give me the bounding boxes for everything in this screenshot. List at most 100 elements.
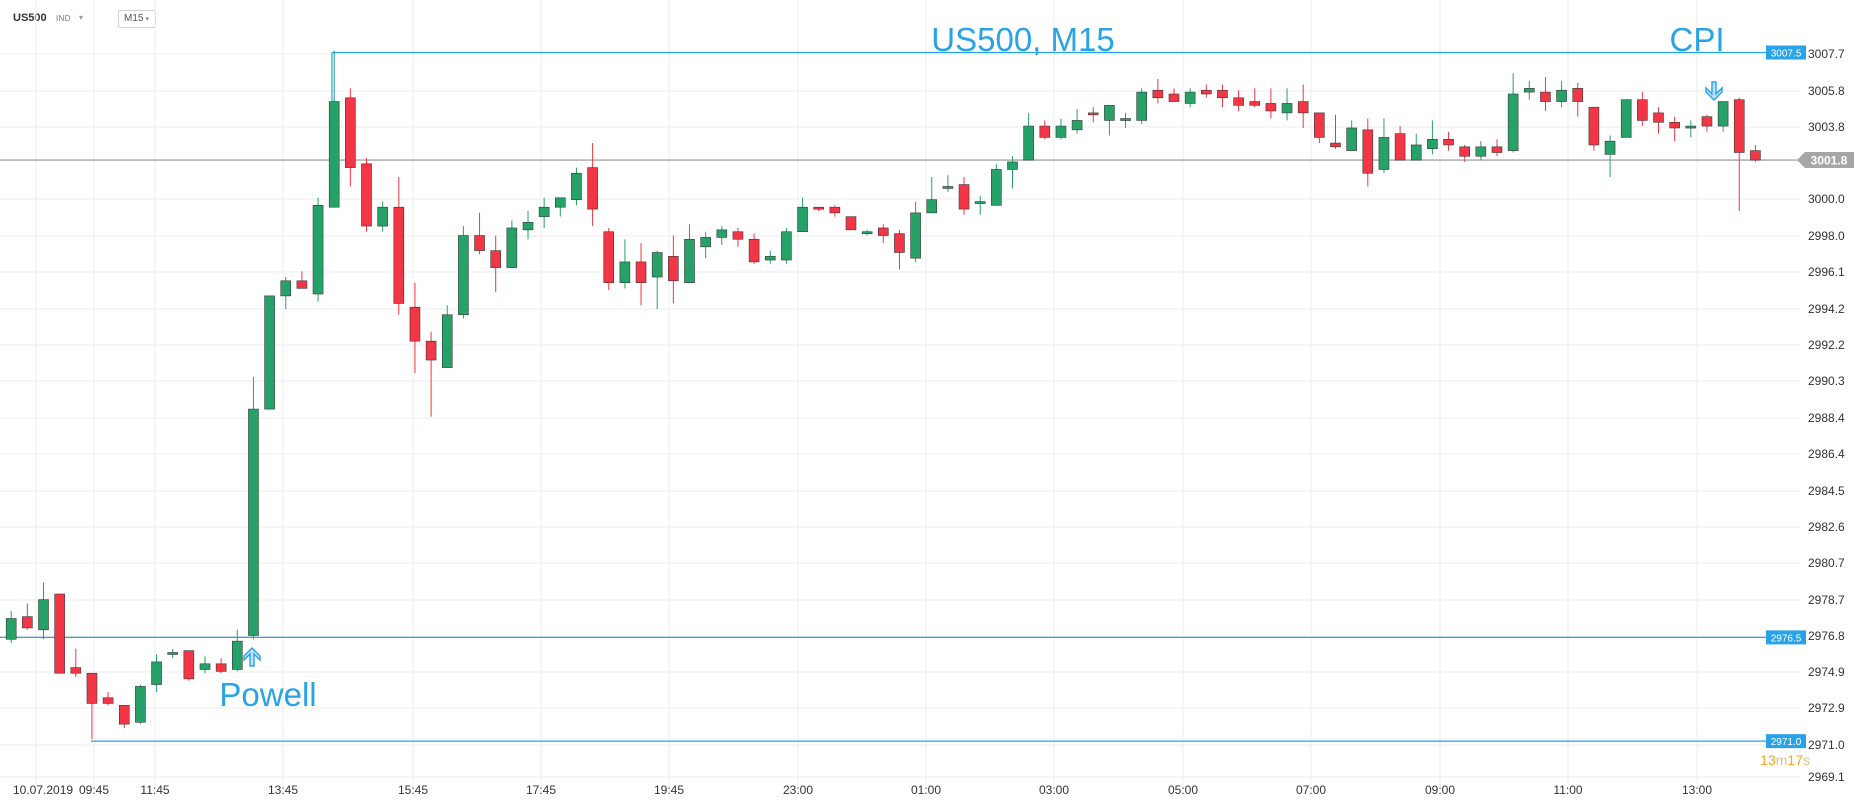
candle-down[interactable] xyxy=(635,243,647,306)
candle-up[interactable] xyxy=(1507,73,1519,153)
candle-up[interactable] xyxy=(1055,118,1067,140)
candle-down[interactable] xyxy=(829,205,841,217)
candle-down[interactable] xyxy=(1168,88,1180,102)
symbol-label[interactable]: US500 xyxy=(13,12,47,24)
candle-up[interactable] xyxy=(1556,80,1567,108)
candle-down[interactable] xyxy=(361,158,372,232)
candle-up[interactable] xyxy=(554,197,566,217)
candle-up[interactable] xyxy=(1281,88,1293,121)
candle-up[interactable] xyxy=(1524,80,1535,100)
candle-down[interactable] xyxy=(732,227,744,247)
candle-up[interactable] xyxy=(1104,105,1115,136)
candle-down[interactable] xyxy=(603,227,615,291)
candle-down[interactable] xyxy=(1588,106,1600,151)
candle-up[interactable] xyxy=(619,239,631,289)
candle-up[interactable] xyxy=(458,226,469,319)
candle-up[interactable] xyxy=(280,277,292,310)
candle-up[interactable] xyxy=(797,197,808,233)
candle-down[interactable] xyxy=(1653,107,1664,134)
candle-down[interactable] xyxy=(102,692,114,706)
level-price-tag[interactable] xyxy=(1766,45,1806,60)
candle-up[interactable] xyxy=(764,250,776,264)
level-price-tag[interactable] xyxy=(1766,734,1806,749)
candle-up[interactable] xyxy=(1007,156,1018,189)
level-price-tag[interactable] xyxy=(1766,630,1806,645)
candle-up[interactable] xyxy=(1685,120,1697,138)
candle-down[interactable] xyxy=(894,229,905,270)
candle-down[interactable] xyxy=(409,282,421,374)
candle-up[interactable] xyxy=(974,195,986,215)
candle-up[interactable] xyxy=(942,175,954,193)
chevron-down-icon[interactable]: ▾ xyxy=(79,13,84,22)
candle-up[interactable] xyxy=(1410,133,1422,161)
candle-up[interactable] xyxy=(248,377,259,640)
candle-down[interactable] xyxy=(345,88,356,187)
candle-down[interactable] xyxy=(425,331,437,417)
candle-up[interactable] xyxy=(1620,99,1632,138)
candle-down[interactable] xyxy=(1443,131,1454,151)
candle-down[interactable] xyxy=(748,233,760,264)
candle-down[interactable] xyxy=(474,212,485,255)
candle-up[interactable] xyxy=(1023,112,1034,161)
candle-up[interactable] xyxy=(1717,101,1729,132)
candle-up[interactable] xyxy=(1346,120,1357,151)
candle-up[interactable] xyxy=(1136,88,1147,125)
candle-up[interactable] xyxy=(167,648,178,659)
candle-down[interactable] xyxy=(1217,84,1228,108)
candle-up[interactable] xyxy=(1120,112,1131,128)
candle-up[interactable] xyxy=(1427,120,1438,155)
candle-down[interactable] xyxy=(1314,112,1325,144)
candle-down[interactable] xyxy=(1540,77,1551,111)
candle-down[interactable] xyxy=(587,143,598,227)
candle-down[interactable] xyxy=(1491,139,1503,157)
candle-up[interactable] xyxy=(264,295,275,410)
candle-up[interactable] xyxy=(312,197,324,302)
candle-down[interactable] xyxy=(118,705,130,728)
candle-up[interactable] xyxy=(651,250,663,310)
candle-down[interactable] xyxy=(1394,126,1406,161)
candle-down[interactable] xyxy=(490,235,502,293)
candle-down[interactable] xyxy=(1362,118,1374,187)
candle-up[interactable] xyxy=(441,305,453,368)
candle-down[interactable] xyxy=(296,271,308,289)
candle-down[interactable] xyxy=(183,650,195,681)
candle-up[interactable] xyxy=(151,654,162,693)
candle-down[interactable] xyxy=(1330,114,1341,149)
candle-up[interactable] xyxy=(781,227,792,264)
candle-down[interactable] xyxy=(877,224,889,244)
candle-up[interactable] xyxy=(522,210,534,240)
candle-down[interactable] xyxy=(1750,144,1761,162)
candle-up[interactable] xyxy=(861,229,873,236)
candle-down[interactable] xyxy=(1297,84,1309,128)
candle-down[interactable] xyxy=(1201,84,1212,98)
candle-up[interactable] xyxy=(506,220,518,268)
candle-down[interactable] xyxy=(1733,97,1745,211)
candle-up[interactable] xyxy=(910,201,921,262)
candle-up[interactable] xyxy=(684,224,695,283)
candle-up[interactable] xyxy=(1184,88,1196,108)
candle-down[interactable] xyxy=(845,216,857,231)
candle-down[interactable] xyxy=(1233,90,1244,111)
candle-up[interactable] xyxy=(1378,118,1390,174)
candle-down[interactable] xyxy=(1087,107,1099,123)
candle-up[interactable] xyxy=(135,684,146,725)
candle-down[interactable] xyxy=(668,235,679,304)
candle-down[interactable] xyxy=(86,672,98,740)
candle-up[interactable] xyxy=(5,610,17,644)
candle-down[interactable] xyxy=(1572,82,1584,117)
candle-down[interactable] xyxy=(958,177,970,215)
candle-up[interactable] xyxy=(38,582,49,640)
candle-down[interactable] xyxy=(22,603,33,630)
candle-down[interactable] xyxy=(1701,114,1713,132)
candle-up[interactable] xyxy=(232,629,243,672)
candle-up[interactable] xyxy=(538,197,550,228)
candle-down[interactable] xyxy=(1637,92,1648,127)
candle-down[interactable] xyxy=(1152,78,1164,104)
candle-down[interactable] xyxy=(813,206,825,211)
candle-up[interactable] xyxy=(700,231,711,259)
candle-down[interactable] xyxy=(1249,88,1261,108)
candle-down[interactable] xyxy=(1459,144,1470,162)
candle-up[interactable] xyxy=(926,177,938,214)
candle-up[interactable] xyxy=(1604,135,1616,178)
candle-down[interactable] xyxy=(215,658,227,674)
